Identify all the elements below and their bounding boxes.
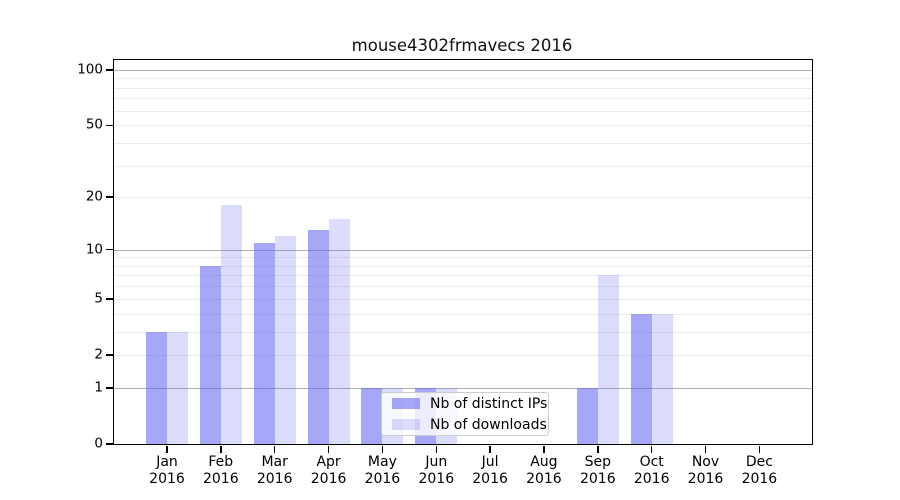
bar-downloads-jan bbox=[167, 331, 188, 444]
bar-downloads-sep bbox=[597, 275, 619, 444]
x-tick-mark bbox=[273, 445, 276, 453]
bar-distinct-ips-feb bbox=[199, 265, 221, 444]
y-tick-label: 5 bbox=[94, 289, 103, 306]
x-tick-mark bbox=[381, 445, 384, 453]
x-tick-label-may: May 2016 bbox=[364, 454, 401, 487]
legend-item-distinct-ips: Nb of distinct IPs bbox=[392, 396, 547, 412]
legend-label-distinct-ips: Nb of distinct IPs bbox=[430, 395, 548, 412]
gridline-minor bbox=[114, 298, 812, 300]
y-tick-mark bbox=[105, 196, 113, 198]
x-tick-mark bbox=[704, 445, 707, 453]
gridline-minor bbox=[114, 257, 812, 259]
x-tick-label-jun: Jun 2016 bbox=[418, 454, 455, 487]
gridline-minor bbox=[114, 87, 812, 89]
y-tick-mark bbox=[105, 248, 113, 251]
x-tick-label-jan: Jan 2016 bbox=[149, 454, 185, 487]
y-tick-label: 1 bbox=[94, 379, 103, 396]
gridline-minor bbox=[114, 78, 812, 80]
bar-downloads-apr bbox=[328, 219, 350, 444]
x-tick-label-feb: Feb 2016 bbox=[202, 454, 239, 487]
y-tick-mark bbox=[105, 69, 113, 71]
bar-downloads-mar bbox=[274, 236, 296, 444]
plot-area: 0 1 2 5 10 20 50 100 Jan 2016 Feb 2016 Mar 2016 Apr 20… bbox=[77, 59, 813, 487]
x-tick-label-apr: Apr 2016 bbox=[310, 454, 347, 487]
gridline-major bbox=[114, 387, 812, 389]
gridline-minor bbox=[114, 197, 812, 199]
gridline-minor bbox=[114, 313, 812, 315]
y-tick-label: 50 bbox=[85, 116, 103, 133]
y-tick-mark bbox=[105, 298, 113, 300]
gridline-minor bbox=[114, 275, 812, 277]
x-tick-mark bbox=[435, 445, 437, 453]
x-tick-mark bbox=[543, 445, 545, 453]
bar-distinct-ips-may bbox=[361, 387, 383, 444]
gridline-minor bbox=[114, 98, 812, 100]
x-tick-label-nov: Nov 2016 bbox=[687, 454, 724, 487]
x-tick-mark bbox=[166, 445, 168, 453]
gridline-minor bbox=[114, 286, 812, 288]
x-tick-mark bbox=[650, 445, 653, 453]
gridline-minor bbox=[114, 265, 812, 267]
x-tick-label-sep: Sep 2016 bbox=[579, 454, 616, 487]
y-tick-label: 20 bbox=[85, 188, 103, 205]
x-tick-mark bbox=[327, 445, 330, 453]
chart-title: mouse4302frmavecs 2016 bbox=[351, 36, 573, 55]
legend-item-downloads: Nb of downloads bbox=[392, 417, 547, 433]
gridline-major bbox=[114, 249, 812, 251]
legend-swatch-distinct-ips bbox=[392, 398, 420, 409]
gridline-minor bbox=[114, 125, 812, 127]
legend-swatch-downloads bbox=[392, 419, 420, 430]
gridline-minor bbox=[114, 354, 812, 356]
gridline-minor bbox=[114, 165, 812, 167]
bar-downloads-oct bbox=[651, 313, 673, 444]
y-tick-label: 0 bbox=[94, 435, 103, 452]
x-tick-mark bbox=[489, 445, 491, 453]
gridline-minor bbox=[114, 142, 812, 144]
y-tick-label: 10 bbox=[85, 240, 103, 257]
x-tick-label-aug: Aug 2016 bbox=[526, 454, 562, 487]
bar-distinct-ips-jan bbox=[146, 331, 167, 444]
legend-label-downloads: Nb of downloads bbox=[430, 416, 547, 433]
x-tick-label-jul: Jul 2016 bbox=[472, 454, 508, 487]
bar-distinct-ips-oct bbox=[630, 313, 652, 444]
y-tick-mark bbox=[105, 124, 113, 126]
bar-downloads-feb bbox=[220, 205, 242, 444]
x-tick-mark bbox=[597, 445, 599, 453]
x-tick-label-oct: Oct 2016 bbox=[633, 454, 670, 487]
gridline-minor bbox=[114, 331, 812, 333]
gridline-minor bbox=[114, 110, 812, 112]
x-tick-label-mar: Mar 2016 bbox=[256, 454, 293, 487]
gridline-major bbox=[114, 69, 812, 71]
bar-distinct-ips-mar bbox=[253, 242, 275, 444]
legend: Nb of distinct IPs Nb of downloads bbox=[381, 392, 549, 436]
y-tick-mark bbox=[105, 387, 113, 389]
y-tick-label: 2 bbox=[94, 346, 103, 363]
y-tick-label: 100 bbox=[77, 61, 103, 78]
bar-distinct-ips-sep bbox=[576, 387, 598, 444]
y-tick-mark bbox=[105, 443, 113, 445]
y-tick-mark bbox=[105, 354, 113, 356]
x-tick-label-dec: Dec 2016 bbox=[741, 454, 778, 487]
x-tick-mark bbox=[758, 445, 761, 453]
bar-distinct-ips-apr bbox=[307, 230, 329, 444]
x-tick-mark bbox=[220, 445, 222, 453]
